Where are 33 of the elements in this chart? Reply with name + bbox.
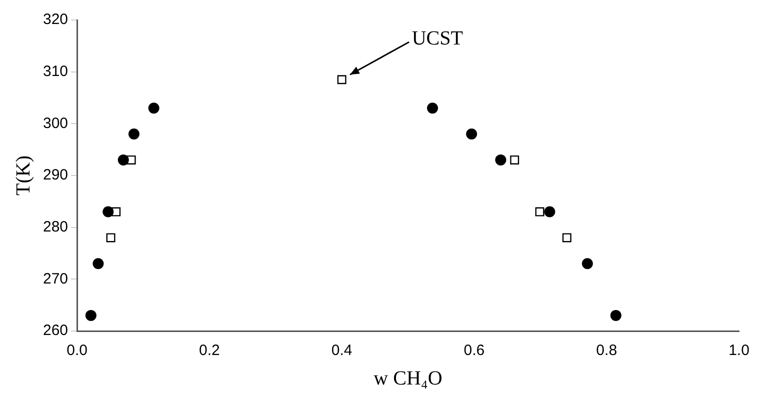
point <box>118 154 129 166</box>
point <box>148 102 160 114</box>
y-tick-label: 320 <box>42 11 68 28</box>
x-tick-label: 0.2 <box>198 342 220 360</box>
point <box>582 258 593 270</box>
annotation: UCST <box>412 27 463 50</box>
x-tick-label: 0.6 <box>464 342 485 360</box>
point <box>466 128 478 140</box>
x-tick-label: 1.0 <box>728 342 750 360</box>
point <box>427 102 438 114</box>
point <box>495 154 506 166</box>
y-axis-title: T(K) <box>12 156 34 196</box>
point <box>544 206 556 218</box>
point <box>128 128 140 140</box>
point <box>92 258 104 270</box>
point <box>610 310 622 321</box>
point <box>85 310 96 321</box>
x-tick-label: 0.8 <box>596 342 618 360</box>
x-axis-title: w CH₄O <box>374 367 442 390</box>
y-tick-label: 280 <box>42 218 68 236</box>
y-tick-label: 260 <box>42 322 68 340</box>
point <box>337 75 346 84</box>
y-tick-label: 300 <box>42 114 68 132</box>
x-tick-label: 0.0 <box>66 342 88 360</box>
point <box>106 233 116 242</box>
point <box>102 206 114 218</box>
y-tick-label: 310 <box>42 62 68 80</box>
point <box>535 207 544 216</box>
y-tick-label: 270 <box>42 270 68 288</box>
y-tick-label: 290 <box>42 166 68 184</box>
point <box>562 233 572 242</box>
x-tick-label: 0.4 <box>331 342 352 360</box>
point <box>510 155 520 164</box>
